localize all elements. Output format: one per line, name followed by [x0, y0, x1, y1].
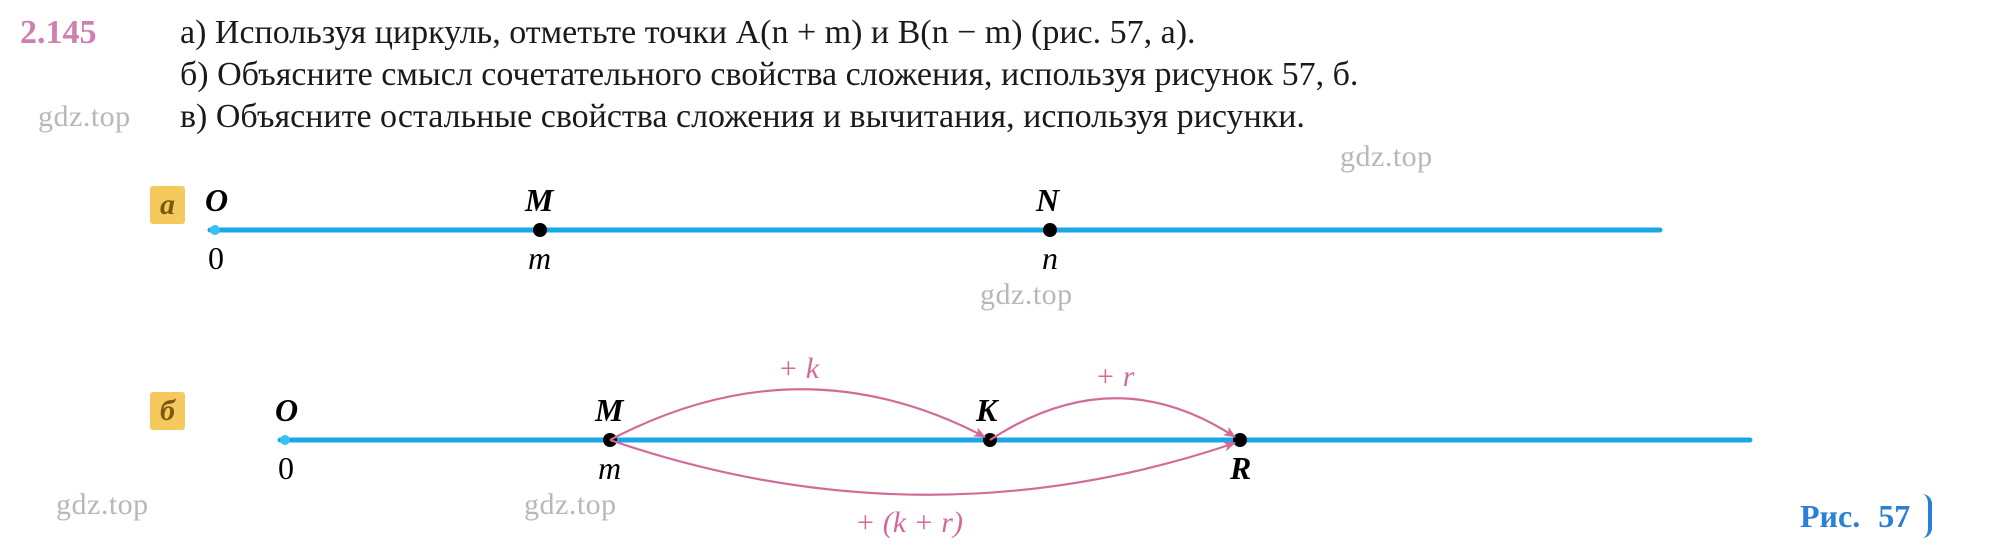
- panel-a-m-bottom: m: [528, 240, 551, 277]
- arc-kr: [990, 398, 1235, 440]
- figure-caption-number: 57: [1878, 498, 1910, 535]
- arc-mr-label: + (k + r): [855, 506, 963, 540]
- panel-b-line-group: [280, 433, 1750, 447]
- figure-caption-prefix: Рис.: [1800, 498, 1860, 535]
- panel-a-n-top: N: [1036, 182, 1059, 219]
- panel-a-m-top: M: [525, 182, 553, 219]
- panel-b-m-bottom: m: [598, 450, 621, 487]
- figure-caption: Рис. 57: [1800, 494, 1932, 538]
- panel-a-origin-endpoint: [210, 225, 220, 235]
- panel-b-point-r-dot: [1233, 433, 1247, 447]
- panel-b-o-bottom: 0: [278, 450, 294, 487]
- arc-mk: [610, 389, 985, 440]
- arc-mk-label: + k: [778, 352, 819, 386]
- panel-a-point-n-dot: [1043, 223, 1057, 237]
- diagrams-svg: [0, 0, 2006, 546]
- panel-b-o-top: O: [275, 392, 298, 429]
- panel-a-point-m-dot: [533, 223, 547, 237]
- panel-b-m-top: M: [595, 392, 623, 429]
- panel-b-k-top: K: [976, 392, 997, 429]
- panel-b-origin-endpoint: [280, 435, 290, 445]
- panel-b-r-bottom: R: [1230, 450, 1251, 487]
- panel-a-o-top: O: [205, 182, 228, 219]
- arc-mr: [610, 440, 1235, 495]
- panel-a-o-bottom: 0: [208, 240, 224, 277]
- panel-a-line-group: [210, 223, 1660, 237]
- figure-caption-bracket: [1918, 494, 1932, 538]
- page-root: 2.145 а) Используя циркуль, отметьте точ…: [0, 0, 2006, 546]
- panel-a-n-bottom: n: [1042, 240, 1058, 277]
- arc-kr-label: + r: [1095, 360, 1134, 394]
